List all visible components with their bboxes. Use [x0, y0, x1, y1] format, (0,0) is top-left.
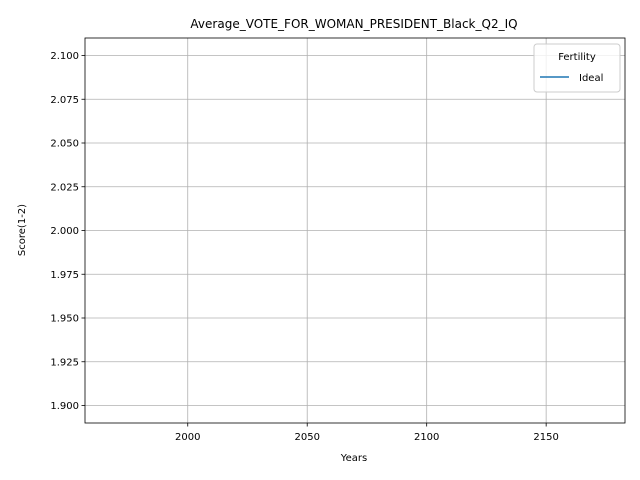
y-tick-label: 2.000 [50, 226, 79, 237]
y-tick-label: 2.100 [50, 51, 79, 62]
x-axis-ticks: 2000 2050 2100 2150 [175, 423, 559, 443]
y-axis-ticks: 1.900 1.925 1.950 1.975 2.000 2.025 2.050 2.075… [50, 51, 85, 412]
y-tick-label: 2.050 [50, 139, 79, 150]
y-tick-label: 1.975 [50, 270, 79, 281]
x-tick-label: 2000 [175, 432, 200, 443]
legend-label-ideal: Ideal [579, 73, 603, 84]
y-axis-label: Score(1-2) [17, 204, 28, 256]
x-tick-label: 2050 [294, 432, 319, 443]
x-tick-label: 2100 [414, 432, 439, 443]
y-tick-label: 1.900 [50, 401, 79, 412]
legend: Fertility Ideal [533, 43, 621, 93]
x-tick-label: 2150 [533, 432, 558, 443]
y-tick-label: 1.925 [50, 357, 79, 368]
y-tick-label: 1.950 [50, 314, 79, 325]
x-axis-label: Years [340, 453, 367, 464]
legend-box [533, 43, 621, 93]
y-gridlines [85, 55, 625, 406]
chart-title: Average_VOTE_FOR_WOMAN_PRESIDENT_Black_Q… [190, 17, 517, 31]
y-tick-label: 2.075 [50, 95, 79, 106]
y-tick-label: 2.025 [50, 182, 79, 193]
legend-title: Fertility [558, 52, 596, 63]
